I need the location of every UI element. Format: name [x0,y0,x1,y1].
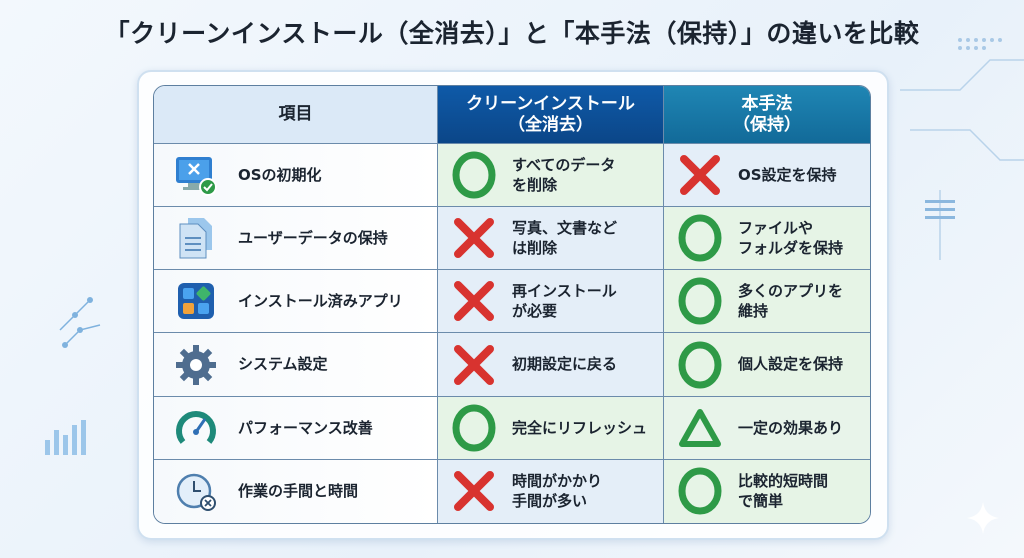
this-method-text: 比較的短時間 で簡単 [738,472,829,511]
cross-mark-icon [454,218,494,259]
this-method-cell: 比較的短時間 で簡単 [664,459,870,523]
circle-mark-icon [452,151,496,199]
triangle-mark-icon [679,408,721,447]
item-cell: パフォーマンス改善 [154,396,438,460]
this-method-cell: 一定の効果あり [664,396,870,460]
item-label: システム設定 [238,355,328,374]
cross-mark-icon [454,344,494,385]
table-row: パフォーマンス改善 完全にリフレッシュ 一定の効果あり [154,396,870,460]
item-cell: OSの初期化 [154,144,438,208]
clean-install-text: 再インストール が必要 [512,282,617,321]
clean-install-text: 初期設定に戻る [512,355,618,374]
item-label: 作業の手間と時間 [238,482,359,501]
sparkle-icon [967,502,999,534]
clean-install-cell: 初期設定に戻る [438,333,664,397]
apps-icon [174,279,218,323]
header-this-method: 本手法 （保持） [664,86,870,144]
table-row: OSの初期化 すべてのデータ を削除 OS設定を保持 [154,144,870,208]
item-cell: 作業の手間と時間 [154,459,438,523]
this-method-text: ファイルや フォルダを保持 [738,218,844,258]
clean-install-cell: 写真、文書など は削除 [438,207,664,271]
speedometer-icon [174,406,218,450]
cross-mark-icon [454,281,494,322]
circuit-decoration-icon [900,38,1024,260]
table-row: システム設定 初期設定に戻る 個人設定を保持 [154,333,870,397]
this-method-text: OS設定を保持 [738,165,837,184]
monitor-check-icon [174,153,218,197]
clean-install-text: 時間がかかり 手間が多い [512,472,603,511]
this-method-text: 個人設定を保持 [738,355,844,374]
bar-chart-decoration-icon [45,297,101,455]
circle-mark-icon [678,341,722,389]
clean-install-text: 完全にリフレッシュ [512,418,648,437]
circle-mark-icon [678,214,722,262]
this-method-cell: 個人設定を保持 [664,333,870,397]
cross-mark-icon [454,471,494,512]
clock-icon [174,469,218,513]
item-label: インストール済みアプリ [238,292,403,311]
clean-install-text: すべてのデータ を削除 [512,155,616,195]
circle-mark-icon [678,277,722,325]
header-item: 項目 [154,86,438,144]
circle-mark-icon [678,467,722,515]
item-label: パフォーマンス改善 [238,418,373,437]
documents-icon [174,216,218,260]
item-label: OSの初期化 [238,165,322,184]
comparison-table: 項目 クリーンインストール （全消去） 本手法 （保持） OSの初期化 すべての… [153,85,871,524]
clean-install-cell: 再インストール が必要 [438,270,664,334]
gear-icon [174,343,218,387]
table-row: ユーザーデータの保持 写真、文書など は削除 ファイルや フォルダを保持 [154,207,870,271]
circle-mark-icon [452,404,496,452]
header-clean-install: クリーンインストール （全消去） [438,86,664,144]
table-row: 作業の手間と時間 時間がかかり 手間が多い 比較的短時間 で簡単 [154,459,870,523]
cross-mark-icon [680,155,720,196]
this-method-text: 一定の効果あり [738,418,844,437]
clean-install-cell: すべてのデータ を削除 [438,144,664,208]
clean-install-cell: 時間がかかり 手間が多い [438,459,664,523]
item-cell: ユーザーデータの保持 [154,207,438,271]
page-title: 「クリーンインストール（全消去）」と「本手法（保持）」の違いを比較 [104,19,920,48]
item-cell: システム設定 [154,333,438,397]
table-row: インストール済みアプリ 再インストール が必要 多くのアプリを 維持 [154,270,870,334]
this-method-cell: 多くのアプリを 維持 [664,270,870,334]
clean-install-text: 写真、文書など は削除 [512,218,618,258]
this-method-text: 多くのアプリを 維持 [738,282,844,321]
this-method-cell: OS設定を保持 [664,144,870,208]
clean-install-cell: 完全にリフレッシュ [438,396,664,460]
this-method-cell: ファイルや フォルダを保持 [664,207,870,271]
item-label: ユーザーデータの保持 [238,229,388,248]
item-cell: インストール済みアプリ [154,270,438,334]
